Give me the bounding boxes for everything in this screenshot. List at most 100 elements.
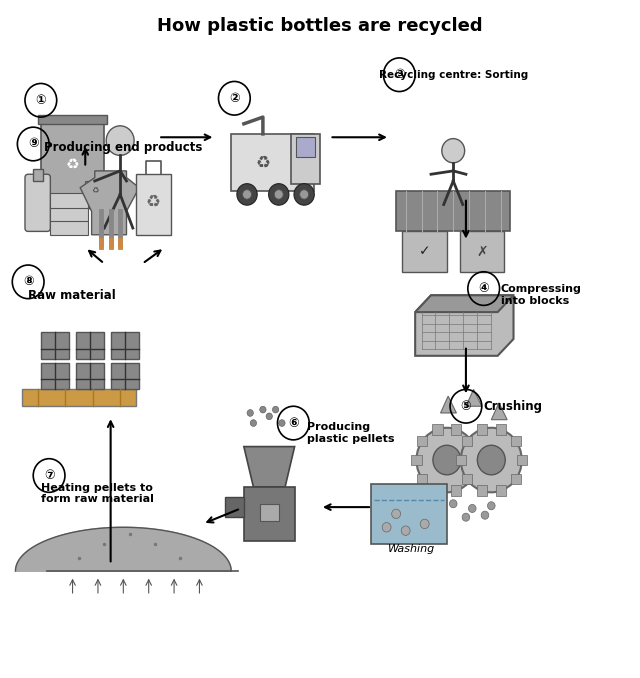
Circle shape <box>392 509 401 519</box>
FancyBboxPatch shape <box>467 436 477 446</box>
FancyBboxPatch shape <box>51 220 88 235</box>
FancyBboxPatch shape <box>244 487 294 541</box>
FancyBboxPatch shape <box>433 485 442 496</box>
FancyBboxPatch shape <box>41 124 104 205</box>
Text: ⑤: ⑤ <box>461 400 471 413</box>
Circle shape <box>468 504 476 513</box>
Text: Raw material: Raw material <box>28 289 116 302</box>
Circle shape <box>269 184 289 205</box>
FancyBboxPatch shape <box>76 332 104 359</box>
Polygon shape <box>466 389 482 406</box>
Polygon shape <box>440 396 456 413</box>
Circle shape <box>477 445 505 475</box>
Circle shape <box>462 513 470 521</box>
FancyBboxPatch shape <box>433 424 442 435</box>
FancyBboxPatch shape <box>38 115 108 124</box>
Circle shape <box>382 523 391 532</box>
FancyBboxPatch shape <box>516 455 527 465</box>
FancyBboxPatch shape <box>22 389 136 406</box>
Circle shape <box>260 406 266 413</box>
Circle shape <box>275 190 284 199</box>
Circle shape <box>44 198 57 212</box>
FancyBboxPatch shape <box>51 207 88 221</box>
FancyBboxPatch shape <box>111 363 139 389</box>
FancyBboxPatch shape <box>417 474 428 484</box>
Circle shape <box>247 410 253 416</box>
Polygon shape <box>80 171 139 235</box>
FancyBboxPatch shape <box>291 134 320 184</box>
Circle shape <box>266 413 273 420</box>
Polygon shape <box>492 403 507 420</box>
FancyBboxPatch shape <box>461 474 472 484</box>
FancyBboxPatch shape <box>461 436 472 446</box>
Text: ✓: ✓ <box>419 245 431 258</box>
Circle shape <box>88 198 101 212</box>
Circle shape <box>300 190 308 199</box>
Polygon shape <box>15 527 231 571</box>
FancyBboxPatch shape <box>403 231 447 272</box>
Text: ①: ① <box>36 94 46 106</box>
FancyBboxPatch shape <box>460 231 504 272</box>
Circle shape <box>417 428 477 492</box>
Circle shape <box>106 126 134 155</box>
FancyBboxPatch shape <box>41 363 69 389</box>
FancyBboxPatch shape <box>456 455 466 465</box>
Circle shape <box>401 526 410 536</box>
FancyBboxPatch shape <box>371 483 447 544</box>
FancyBboxPatch shape <box>33 169 43 181</box>
FancyBboxPatch shape <box>412 455 422 465</box>
FancyBboxPatch shape <box>76 363 104 389</box>
Circle shape <box>461 428 522 492</box>
Circle shape <box>279 420 285 426</box>
Polygon shape <box>225 497 244 517</box>
FancyBboxPatch shape <box>451 485 461 496</box>
FancyBboxPatch shape <box>51 193 88 208</box>
Text: Washing: Washing <box>388 544 436 554</box>
Circle shape <box>481 511 489 519</box>
FancyBboxPatch shape <box>25 174 51 231</box>
Text: ②: ② <box>229 92 239 105</box>
Polygon shape <box>136 174 171 235</box>
Text: Heating pellets to
form raw material: Heating pellets to form raw material <box>41 483 154 504</box>
Text: ♻: ♻ <box>66 157 79 172</box>
Text: Compressing
into blocks: Compressing into blocks <box>501 285 582 306</box>
Circle shape <box>449 500 457 508</box>
FancyBboxPatch shape <box>111 332 139 359</box>
Text: How plastic bottles are recycled: How plastic bottles are recycled <box>157 18 483 35</box>
FancyBboxPatch shape <box>472 455 483 465</box>
FancyBboxPatch shape <box>41 332 69 359</box>
Circle shape <box>294 184 314 205</box>
Circle shape <box>250 420 257 426</box>
Text: ♻: ♻ <box>255 153 270 171</box>
Text: ♻: ♻ <box>146 192 161 210</box>
Circle shape <box>488 502 495 510</box>
FancyBboxPatch shape <box>495 424 506 435</box>
Text: ⑧: ⑧ <box>23 275 33 288</box>
FancyBboxPatch shape <box>511 474 521 484</box>
Circle shape <box>433 445 461 475</box>
FancyBboxPatch shape <box>511 436 521 446</box>
Text: Producing end products: Producing end products <box>44 141 202 154</box>
Text: ⑨: ⑨ <box>28 138 38 151</box>
FancyBboxPatch shape <box>477 485 487 496</box>
FancyBboxPatch shape <box>495 485 506 496</box>
Text: ✗: ✗ <box>476 245 488 258</box>
Circle shape <box>273 406 279 413</box>
Polygon shape <box>415 296 513 312</box>
Text: Producing
plastic pellets: Producing plastic pellets <box>307 422 395 444</box>
FancyBboxPatch shape <box>260 504 279 521</box>
Circle shape <box>237 184 257 205</box>
Circle shape <box>442 138 465 163</box>
Text: ④: ④ <box>478 282 489 295</box>
Polygon shape <box>85 181 104 201</box>
Text: Recycling centre: Sorting: Recycling centre: Sorting <box>379 70 528 80</box>
Text: ♻: ♻ <box>91 186 99 195</box>
FancyBboxPatch shape <box>231 134 314 191</box>
FancyBboxPatch shape <box>477 424 487 435</box>
Text: ⑦: ⑦ <box>44 469 54 482</box>
Text: Crushing: Crushing <box>484 400 543 413</box>
FancyBboxPatch shape <box>417 436 428 446</box>
Circle shape <box>420 519 429 529</box>
FancyBboxPatch shape <box>296 137 315 157</box>
Polygon shape <box>415 296 513 356</box>
